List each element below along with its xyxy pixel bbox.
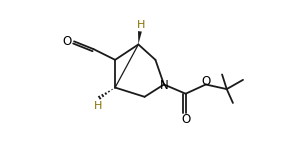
Text: O: O	[181, 113, 190, 126]
Text: N: N	[160, 79, 169, 92]
Text: H: H	[137, 20, 145, 30]
Polygon shape	[138, 31, 142, 44]
Text: H: H	[94, 101, 102, 111]
Text: O: O	[201, 75, 210, 88]
Text: O: O	[63, 35, 72, 48]
